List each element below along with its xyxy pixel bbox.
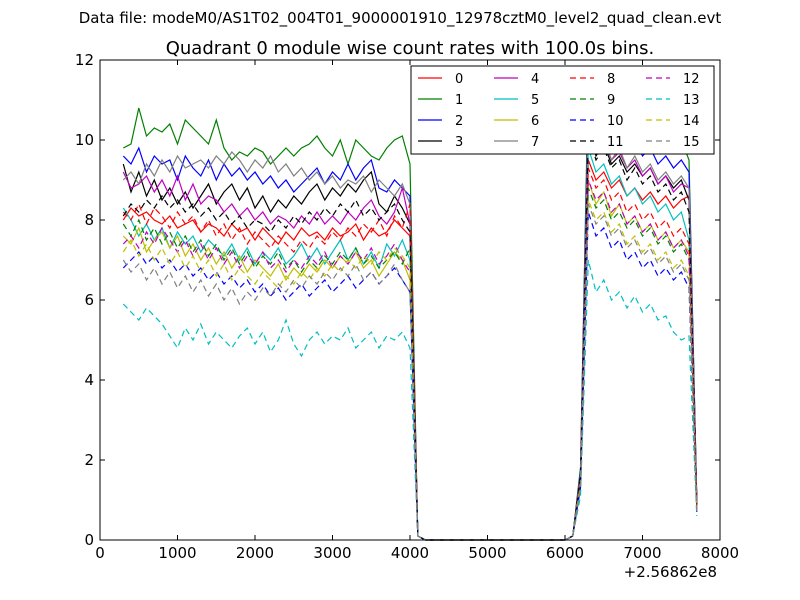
chart-title: Quadrant 0 module wise count rates with … bbox=[166, 38, 655, 59]
x-tick-label: 0 bbox=[95, 544, 105, 562]
legend-label-10: 10 bbox=[607, 114, 624, 129]
legend-label-2: 2 bbox=[455, 114, 463, 129]
legend-label-12: 12 bbox=[683, 72, 700, 87]
legend-label-15: 15 bbox=[683, 135, 700, 150]
y-tick-label: 12 bbox=[75, 51, 94, 69]
x-tick-label: 8000 bbox=[701, 544, 739, 562]
series-line-13 bbox=[122, 259, 698, 541]
legend-label-4: 4 bbox=[531, 72, 539, 87]
x-tick-label: 5000 bbox=[468, 544, 506, 562]
legend-label-13: 13 bbox=[683, 93, 700, 108]
legend-label-8: 8 bbox=[607, 72, 615, 87]
legend-label-14: 14 bbox=[683, 114, 700, 129]
legend-label-0: 0 bbox=[455, 72, 463, 87]
x-tick-label: 2000 bbox=[236, 544, 274, 562]
y-tick-label: 10 bbox=[75, 131, 94, 149]
x-axis-offset-label: +2.56862e8 bbox=[624, 563, 717, 581]
x-tick-label: 7000 bbox=[623, 544, 661, 562]
legend-label-1: 1 bbox=[455, 93, 463, 108]
legend-frame bbox=[410, 65, 715, 155]
y-tick-label: 0 bbox=[84, 531, 94, 549]
series-line-15 bbox=[122, 203, 698, 541]
figure-suptitle: Data file: modeM0/AS1T02_004T01_90000019… bbox=[79, 9, 722, 28]
legend-label-5: 5 bbox=[531, 93, 539, 108]
axis-ticks: 0 1000 2000 3000 4000 5000 6000 7000 80000246810… bbox=[75, 51, 739, 562]
y-tick-label: 2 bbox=[84, 451, 94, 469]
legend-label-7: 7 bbox=[531, 135, 539, 150]
x-tick-label: 1000 bbox=[158, 544, 196, 562]
series-line-12 bbox=[122, 179, 698, 541]
series-line-8 bbox=[122, 167, 698, 541]
x-tick-label: 3000 bbox=[313, 544, 351, 562]
legend-label-11: 11 bbox=[607, 135, 624, 150]
series-line-10 bbox=[122, 211, 698, 541]
y-tick-label: 6 bbox=[84, 291, 94, 309]
x-tick-label: 6000 bbox=[546, 544, 584, 562]
y-tick-label: 4 bbox=[84, 371, 94, 389]
series-line-6 bbox=[122, 179, 698, 541]
series-line-14 bbox=[122, 199, 698, 541]
series-line-9 bbox=[122, 187, 698, 541]
legend-label-6: 6 bbox=[531, 114, 539, 129]
y-tick-label: 8 bbox=[84, 211, 94, 229]
x-tick-label: 4000 bbox=[391, 544, 429, 562]
legend-label-9: 9 bbox=[607, 93, 615, 108]
legend-label-3: 3 bbox=[455, 135, 463, 150]
